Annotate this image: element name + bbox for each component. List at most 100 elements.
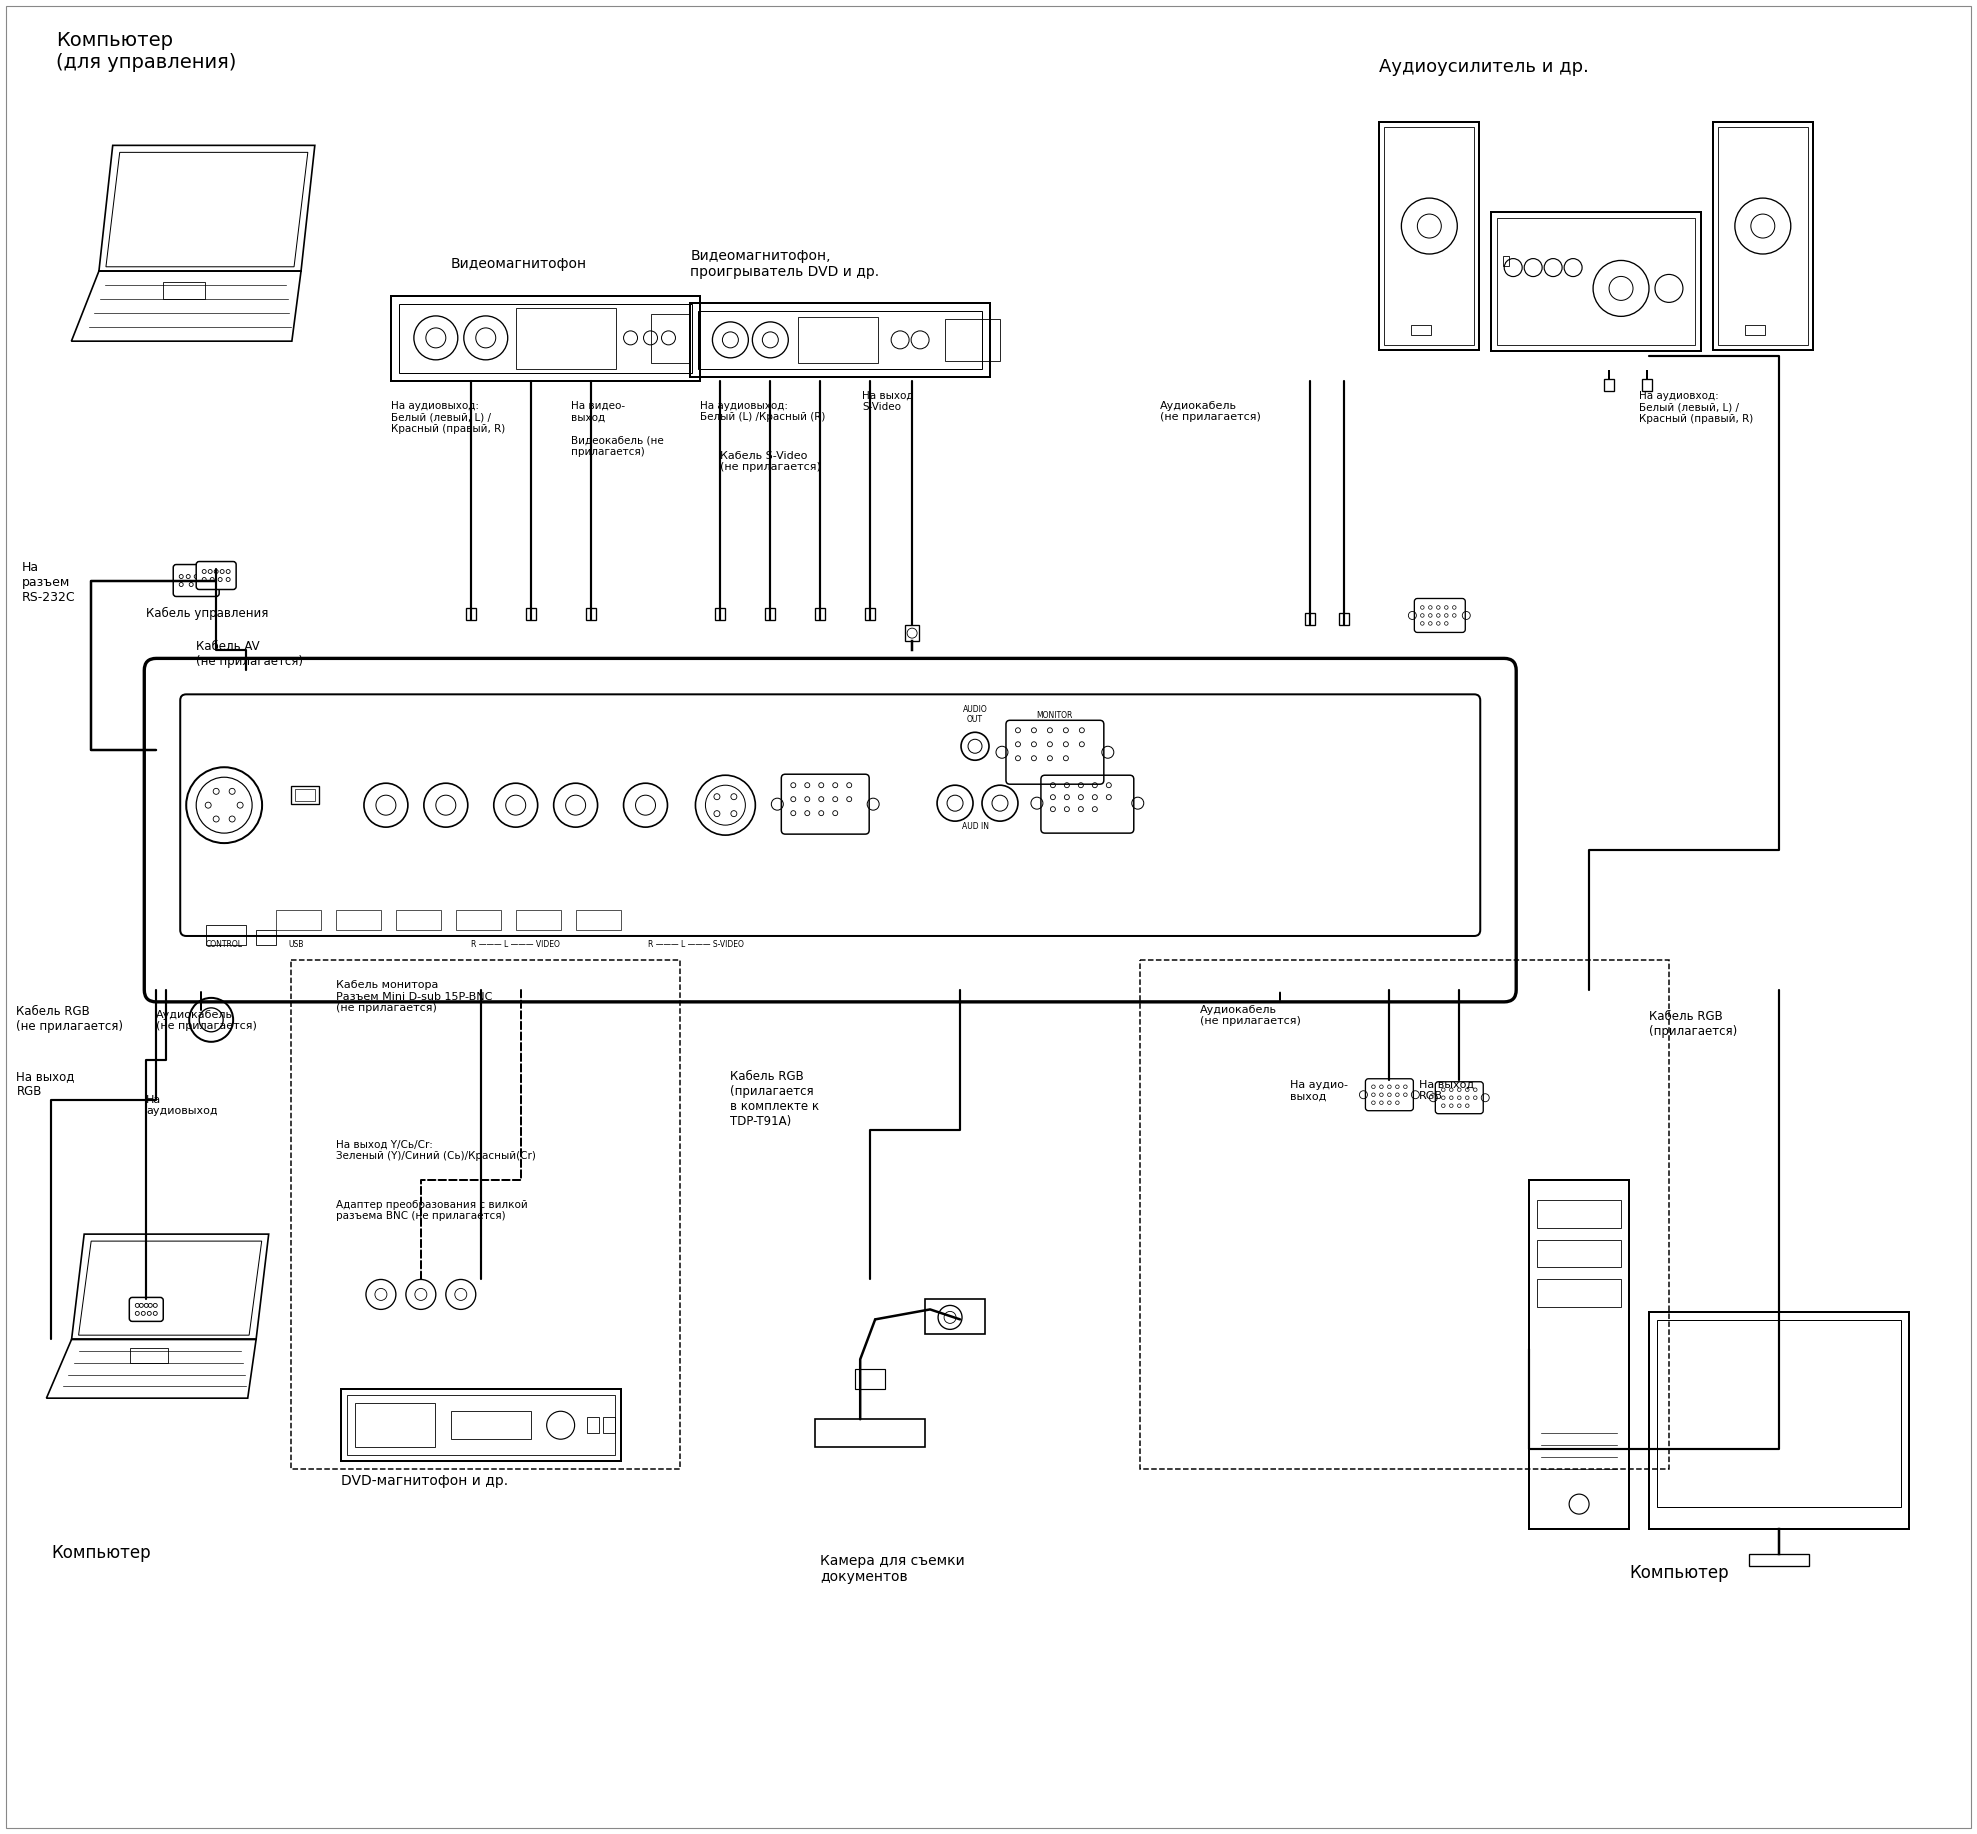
Text: На видео-
выход: На видео- выход [571, 402, 625, 422]
Bar [799, 317, 878, 363]
Text: Аудиокабель
(не прилагается): Аудиокабель (не прилагается) [1200, 1005, 1301, 1027]
FancyBboxPatch shape [1435, 1082, 1483, 1113]
Bar [291, 787, 318, 803]
FancyBboxPatch shape [129, 1297, 164, 1320]
Bar [587, 1418, 599, 1432]
Bar [164, 281, 204, 299]
Text: На выход Y/Сь/Сr:
Зеленый (Y)/Синий (Сь)/Красный(Сr): На выход Y/Сь/Сr: Зеленый (Y)/Синий (Сь)… [336, 1139, 536, 1161]
Bar [340, 1390, 621, 1462]
Bar [257, 930, 277, 945]
Bar [1657, 1320, 1900, 1508]
Text: R ——— L ——— VIDEO: R ——— L ——— VIDEO [471, 941, 559, 948]
Bar [866, 609, 876, 620]
Text: Аудиокабель
(не прилагается): Аудиокабель (не прилагается) [1160, 402, 1261, 422]
Text: На выход
S-Video: На выход S-Video [862, 391, 913, 413]
Bar [1603, 380, 1613, 391]
Bar [690, 303, 990, 376]
Bar [295, 789, 314, 801]
Bar [765, 609, 775, 620]
Bar [206, 924, 245, 945]
Bar [451, 1410, 530, 1440]
FancyBboxPatch shape [144, 658, 1516, 1001]
Bar [1649, 1313, 1908, 1530]
Bar [1643, 380, 1653, 391]
Bar [1538, 1280, 1621, 1308]
Text: Адаптер преобразования с вилкой
разъема BNC (не прилагается): Адаптер преобразования с вилкой разъема … [336, 1199, 528, 1221]
Text: На аудио-
выход: На аудио- выход [1289, 1080, 1348, 1102]
Bar [1750, 1553, 1809, 1566]
Bar [1491, 213, 1700, 350]
Text: Видеомагнитофон: Видеомагнитофон [451, 257, 587, 271]
Bar [815, 609, 824, 620]
Bar [815, 1420, 925, 1447]
Text: AUD IN: AUD IN [961, 822, 988, 831]
Bar [399, 304, 692, 372]
Polygon shape [71, 1234, 269, 1339]
Bar [575, 910, 621, 930]
Text: Кабель AV
(не прилагается): Кабель AV (не прилагается) [196, 640, 302, 668]
Text: Кабель управления: Кабель управления [146, 607, 269, 620]
Polygon shape [99, 145, 314, 271]
Bar [1380, 123, 1479, 350]
Bar [1538, 1199, 1621, 1227]
Text: На выход
RGB: На выход RGB [16, 1069, 75, 1099]
Text: Кабель RGB
(прилагается): Кабель RGB (прилагается) [1649, 1011, 1738, 1038]
Text: Видеомагнитофон,
проигрыватель DVD и др.: Видеомагнитофон, проигрыватель DVD и др. [690, 249, 880, 279]
Text: Компьютер: Компьютер [51, 1544, 150, 1563]
FancyBboxPatch shape [1414, 598, 1465, 633]
Bar [1528, 1179, 1629, 1530]
Text: Кабель RGB
(прилагается
в комплекте к
TDP-T91A): Кабель RGB (прилагается в комплекте к TD… [730, 1069, 820, 1128]
Bar [356, 1403, 435, 1447]
Text: Видеокабель (не
прилагается): Видеокабель (не прилагается) [571, 436, 664, 457]
Text: На аудиовыход:
Белый (L) /Красный (R): На аудиовыход: Белый (L) /Красный (R) [700, 402, 826, 422]
Bar [1340, 613, 1350, 625]
Bar [945, 319, 1000, 361]
Text: DVD-магнитофон и др.: DVD-магнитофон и др. [340, 1475, 508, 1487]
Text: AUDIO
OUT: AUDIO OUT [963, 704, 987, 724]
Bar [585, 609, 595, 620]
Text: R ——— L ——— S-VIDEO: R ——— L ——— S-VIDEO [648, 941, 743, 948]
Bar [516, 308, 615, 369]
Bar [1712, 123, 1813, 350]
Bar [467, 609, 476, 620]
Text: Компьютер
(для управления): Компьютер (для управления) [57, 31, 237, 72]
FancyBboxPatch shape [180, 695, 1481, 935]
Text: Аудиокабель
(не прилагается): Аудиокабель (не прилагается) [156, 1011, 257, 1031]
Text: Камера для съемки
документов: Камера для съемки документов [820, 1553, 965, 1585]
Bar [526, 609, 536, 620]
Bar [457, 910, 500, 930]
Bar [348, 1396, 615, 1454]
Text: CONTROL: CONTROL [206, 941, 243, 948]
Text: Аудиоусилитель и др.: Аудиоусилитель и др. [1380, 59, 1590, 77]
Bar [716, 609, 726, 620]
Text: На
разъем
RS-232C: На разъем RS-232C [22, 561, 75, 603]
Bar [1746, 325, 1765, 336]
Bar [1503, 255, 1508, 266]
Text: На аудиовход:
Белый (левый, L) /
Красный (правый, R): На аудиовход: Белый (левый, L) / Красный… [1639, 391, 1754, 424]
FancyBboxPatch shape [196, 561, 235, 589]
Text: Кабель S-Video
(не прилагается): Кабель S-Video (не прилагается) [720, 451, 820, 473]
Bar [395, 910, 441, 930]
Bar [391, 295, 700, 381]
Bar [905, 625, 919, 640]
Bar [1412, 325, 1431, 336]
Bar [698, 312, 983, 369]
Bar [1718, 127, 1807, 345]
Text: На аудиовыход:
Белый (левый, L) /
Красный (правый, R): На аудиовыход: Белый (левый, L) / Красны… [391, 402, 506, 435]
Text: На выход
RGB: На выход RGB [1419, 1080, 1475, 1102]
FancyBboxPatch shape [174, 565, 219, 596]
FancyBboxPatch shape [1366, 1078, 1414, 1111]
Bar [856, 1370, 886, 1390]
Text: USB: USB [289, 941, 304, 948]
Bar [130, 1348, 168, 1363]
Bar [650, 314, 690, 363]
Bar [603, 1418, 615, 1432]
Bar [1384, 127, 1475, 345]
Text: Компьютер: Компьютер [1629, 1564, 1728, 1583]
Bar [516, 910, 561, 930]
Text: Кабель монитора
Разъем Mini D-sub 15P-BNC
(не прилагается): Кабель монитора Разъем Mini D-sub 15P-BN… [336, 979, 492, 1012]
Bar [925, 1300, 985, 1335]
Bar [1305, 613, 1315, 625]
Bar [277, 910, 320, 930]
Text: На
аудиовыход: На аудиовыход [146, 1095, 217, 1117]
